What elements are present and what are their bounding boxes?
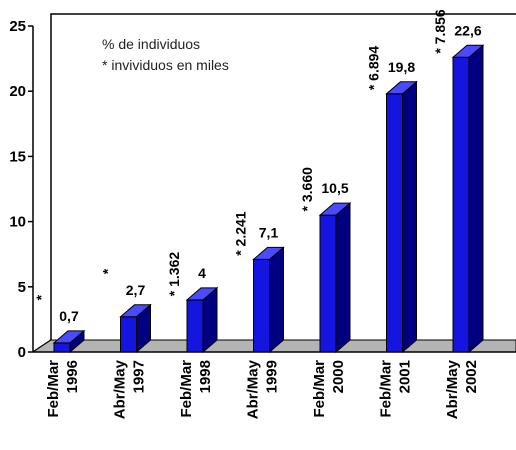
bar-front xyxy=(120,316,137,353)
category-label: Feb/Mar xyxy=(178,360,195,418)
bar-value-label: 2,7 xyxy=(126,282,146,298)
category-label: 2001 xyxy=(397,360,414,393)
bar-value-label: 19,8 xyxy=(388,59,415,75)
bar-side xyxy=(335,201,351,354)
category-label: 1997 xyxy=(131,360,148,393)
individuals-label: * 1.362 xyxy=(166,252,182,297)
bar-top xyxy=(385,81,418,95)
bar-side xyxy=(402,80,417,354)
bar-top xyxy=(185,287,219,301)
bar-front xyxy=(452,56,470,353)
category-label: Abr/May xyxy=(444,359,461,419)
bar xyxy=(119,303,152,354)
category-label: 2000 xyxy=(330,360,347,393)
bar-value-label: 10,5 xyxy=(321,180,348,196)
y-tick-label: 5 xyxy=(18,279,26,296)
legend-percent: % de individuos xyxy=(102,36,200,52)
bar xyxy=(185,286,219,354)
category-label: 1996 xyxy=(64,360,81,393)
bar-value-label: 0,7 xyxy=(59,308,79,324)
bar xyxy=(385,80,418,354)
bars xyxy=(52,44,485,354)
bar-value-label: 7,1 xyxy=(259,224,279,240)
legend: % de individuos * invividuos en miles xyxy=(102,36,229,73)
bar-top xyxy=(451,44,485,58)
category-label: Feb/Mar xyxy=(311,360,328,418)
category-label: 2002 xyxy=(463,360,480,393)
bar-front xyxy=(53,342,71,353)
bar xyxy=(52,329,86,354)
category-label: 1998 xyxy=(197,360,214,393)
bar-front xyxy=(253,258,270,353)
y-tick-label: 0 xyxy=(18,344,26,361)
bar-side xyxy=(269,246,284,354)
category-label: Feb/Mar xyxy=(378,360,395,418)
bar-value-label: 4 xyxy=(198,265,206,281)
bar-value-label: 22,6 xyxy=(454,22,481,38)
category-label: Abr/May xyxy=(112,359,129,419)
y-tick-label: 10 xyxy=(9,214,26,231)
legend-thousands: * invividuos en miles xyxy=(102,57,229,73)
individuals-label: * 2.241 xyxy=(233,211,249,256)
bar-front xyxy=(319,214,337,353)
individuals-label: * 3.660 xyxy=(299,167,315,212)
individuals-label: * 7.856 xyxy=(432,9,448,54)
bar-side xyxy=(468,44,484,354)
y-axis-ticks: 0 5 10 15 20 25 xyxy=(9,18,33,361)
individuals-label: * xyxy=(100,268,116,274)
category-label: 1999 xyxy=(264,360,281,393)
bar-front xyxy=(386,93,403,353)
bar-front xyxy=(186,299,204,353)
individuals-label: * 6.894 xyxy=(366,46,382,91)
category-label: Abr/May xyxy=(245,359,262,419)
individuals-label: * xyxy=(33,294,49,300)
y-tick-label: 20 xyxy=(9,83,26,100)
bar-top xyxy=(52,330,86,344)
value-labels: 0,7 * 2,7 * 4 * 1.362 7,1 * 2.241 10,5 * 3.660 19,… xyxy=(33,9,482,324)
bar-top xyxy=(252,246,285,260)
y-tick-label: 25 xyxy=(9,18,26,35)
category-labels: Feb/Mar 1996 Abr/May 1997 Feb/Mar 1998 Abr/May… xyxy=(45,359,480,419)
category-label: Feb/Mar xyxy=(45,360,62,418)
bar xyxy=(252,246,285,354)
bar xyxy=(451,44,485,354)
bar-top xyxy=(119,304,152,318)
bar-top xyxy=(318,202,352,216)
y-tick-label: 15 xyxy=(9,148,26,165)
bar xyxy=(318,201,352,354)
